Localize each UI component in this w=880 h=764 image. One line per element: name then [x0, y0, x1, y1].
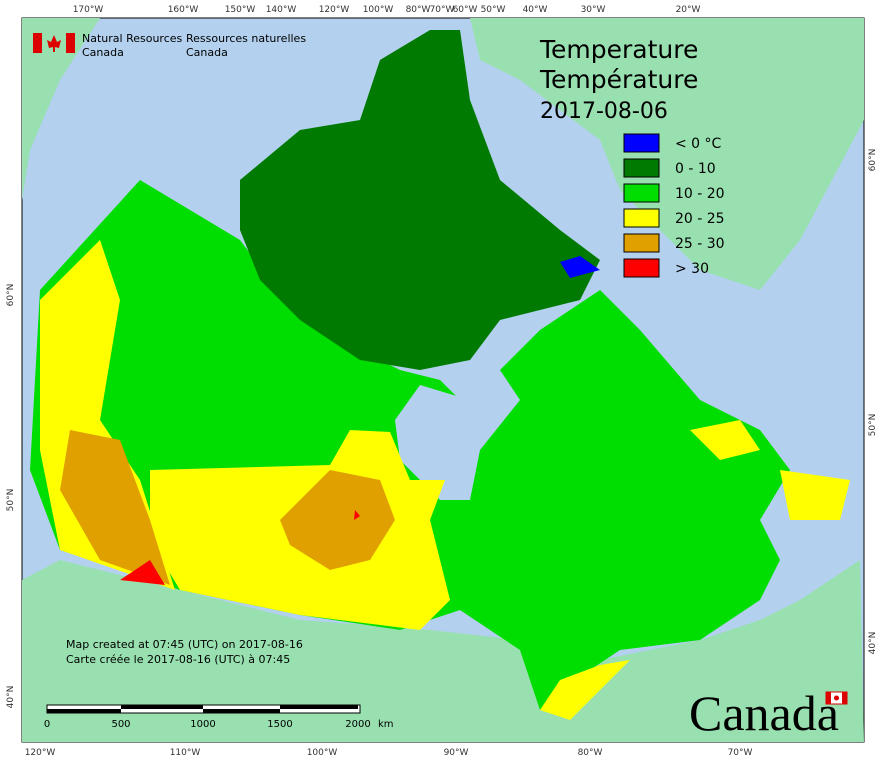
- bc-hot: [60, 430, 170, 585]
- title-fr: Température: [539, 65, 698, 94]
- graticule-label: 70°W: [430, 5, 455, 15]
- labrador-coast: [690, 420, 760, 460]
- flag-bar: [66, 33, 75, 53]
- scale-label: 1000: [190, 719, 215, 730]
- legend-swatch: [623, 233, 660, 253]
- graticule-label: 20°W: [676, 5, 701, 15]
- cold-spot: [560, 256, 600, 278]
- scale-label: 0: [44, 719, 50, 730]
- wordmark-flag: [825, 691, 848, 705]
- scale-segment: [47, 709, 121, 713]
- graticule-label: 140°W: [266, 5, 297, 15]
- graticule-label: 120°W: [319, 5, 350, 15]
- graticule-label: 80°W: [578, 748, 603, 758]
- legend-label: < 0 °C: [675, 136, 722, 152]
- southern-ontario: [540, 660, 630, 720]
- graticule-label: 150°W: [225, 5, 256, 15]
- flag-logo: [33, 33, 75, 53]
- warm-zone: [280, 470, 395, 570]
- graticule-label: 70°W: [728, 748, 753, 758]
- legend-swatch: [623, 258, 660, 278]
- graticule-label: 170°W: [73, 5, 104, 15]
- scale-unit: km: [378, 719, 394, 730]
- arctic: [240, 30, 600, 370]
- graticule-label: 90°W: [444, 748, 469, 758]
- graticule-label: 120°W: [25, 748, 56, 758]
- graticule-label: 100°W: [363, 5, 394, 15]
- legend-label: 25 - 30: [675, 236, 725, 252]
- graticule-label: 60°W: [453, 5, 478, 15]
- graticule-label: 60°N: [6, 284, 16, 307]
- legend-label: > 30: [675, 261, 709, 277]
- usa: [22, 560, 864, 742]
- scale-label: 500: [111, 719, 130, 730]
- hudson-bay: [395, 380, 520, 500]
- agency-fr: Canada: [186, 46, 228, 59]
- maple-leaf: [834, 695, 839, 701]
- legend-swatch: [623, 183, 660, 203]
- russia: [22, 18, 100, 200]
- graticule-label: 160°W: [168, 5, 199, 15]
- graticule-label: 40°W: [523, 5, 548, 15]
- flag-bar: [842, 692, 847, 704]
- greenland: [470, 18, 864, 290]
- credit: Map created at 07:45 (UTC) on 2017-08-16: [66, 638, 303, 651]
- graticule-label: 60°N: [868, 149, 878, 172]
- graticule-label: 50°N: [868, 414, 878, 437]
- credit: Carte créée le 2017-08-16 (UTC) à 07:45: [66, 653, 290, 666]
- title-en: Temperature: [539, 35, 698, 64]
- agency-en: Canada: [82, 46, 124, 59]
- maple-leaf: [47, 35, 61, 52]
- agency-fr: Ressources naturelles: [186, 32, 306, 45]
- graticule-label: 50°W: [481, 5, 506, 15]
- scale-segment: [280, 705, 358, 709]
- scale-bar: [46, 704, 361, 714]
- legend-swatch: [623, 133, 660, 153]
- flag-bar: [33, 33, 42, 53]
- bc-red: [120, 560, 165, 585]
- legend-swatch: [623, 158, 660, 178]
- wordmark: Canada: [689, 685, 839, 741]
- graticule-label: 110°W: [170, 748, 201, 758]
- scale-label: 2000: [345, 719, 370, 730]
- title-date: 2017-08-06: [540, 99, 668, 124]
- graticule-label: 80°W: [406, 5, 431, 15]
- legend-label: 0 - 10: [675, 161, 716, 177]
- graticule-label: 40°N: [868, 632, 878, 655]
- graticule-label: 100°W: [307, 748, 338, 758]
- legend-swatch: [623, 208, 660, 228]
- scale-segment: [203, 709, 280, 713]
- hot-spot: [354, 510, 360, 520]
- flag-bar: [826, 692, 831, 704]
- scale-segment: [121, 705, 203, 709]
- agency-en: Natural Resources: [82, 32, 183, 45]
- legend-label: 10 - 20: [675, 186, 725, 202]
- newfoundland: [780, 470, 850, 520]
- legend-label: 20 - 25: [675, 211, 725, 227]
- graticule-label: 50°N: [6, 489, 16, 512]
- graticule-label: 40°N: [6, 686, 16, 709]
- scale-label: 1500: [267, 719, 292, 730]
- graticule-label: 30°W: [581, 5, 606, 15]
